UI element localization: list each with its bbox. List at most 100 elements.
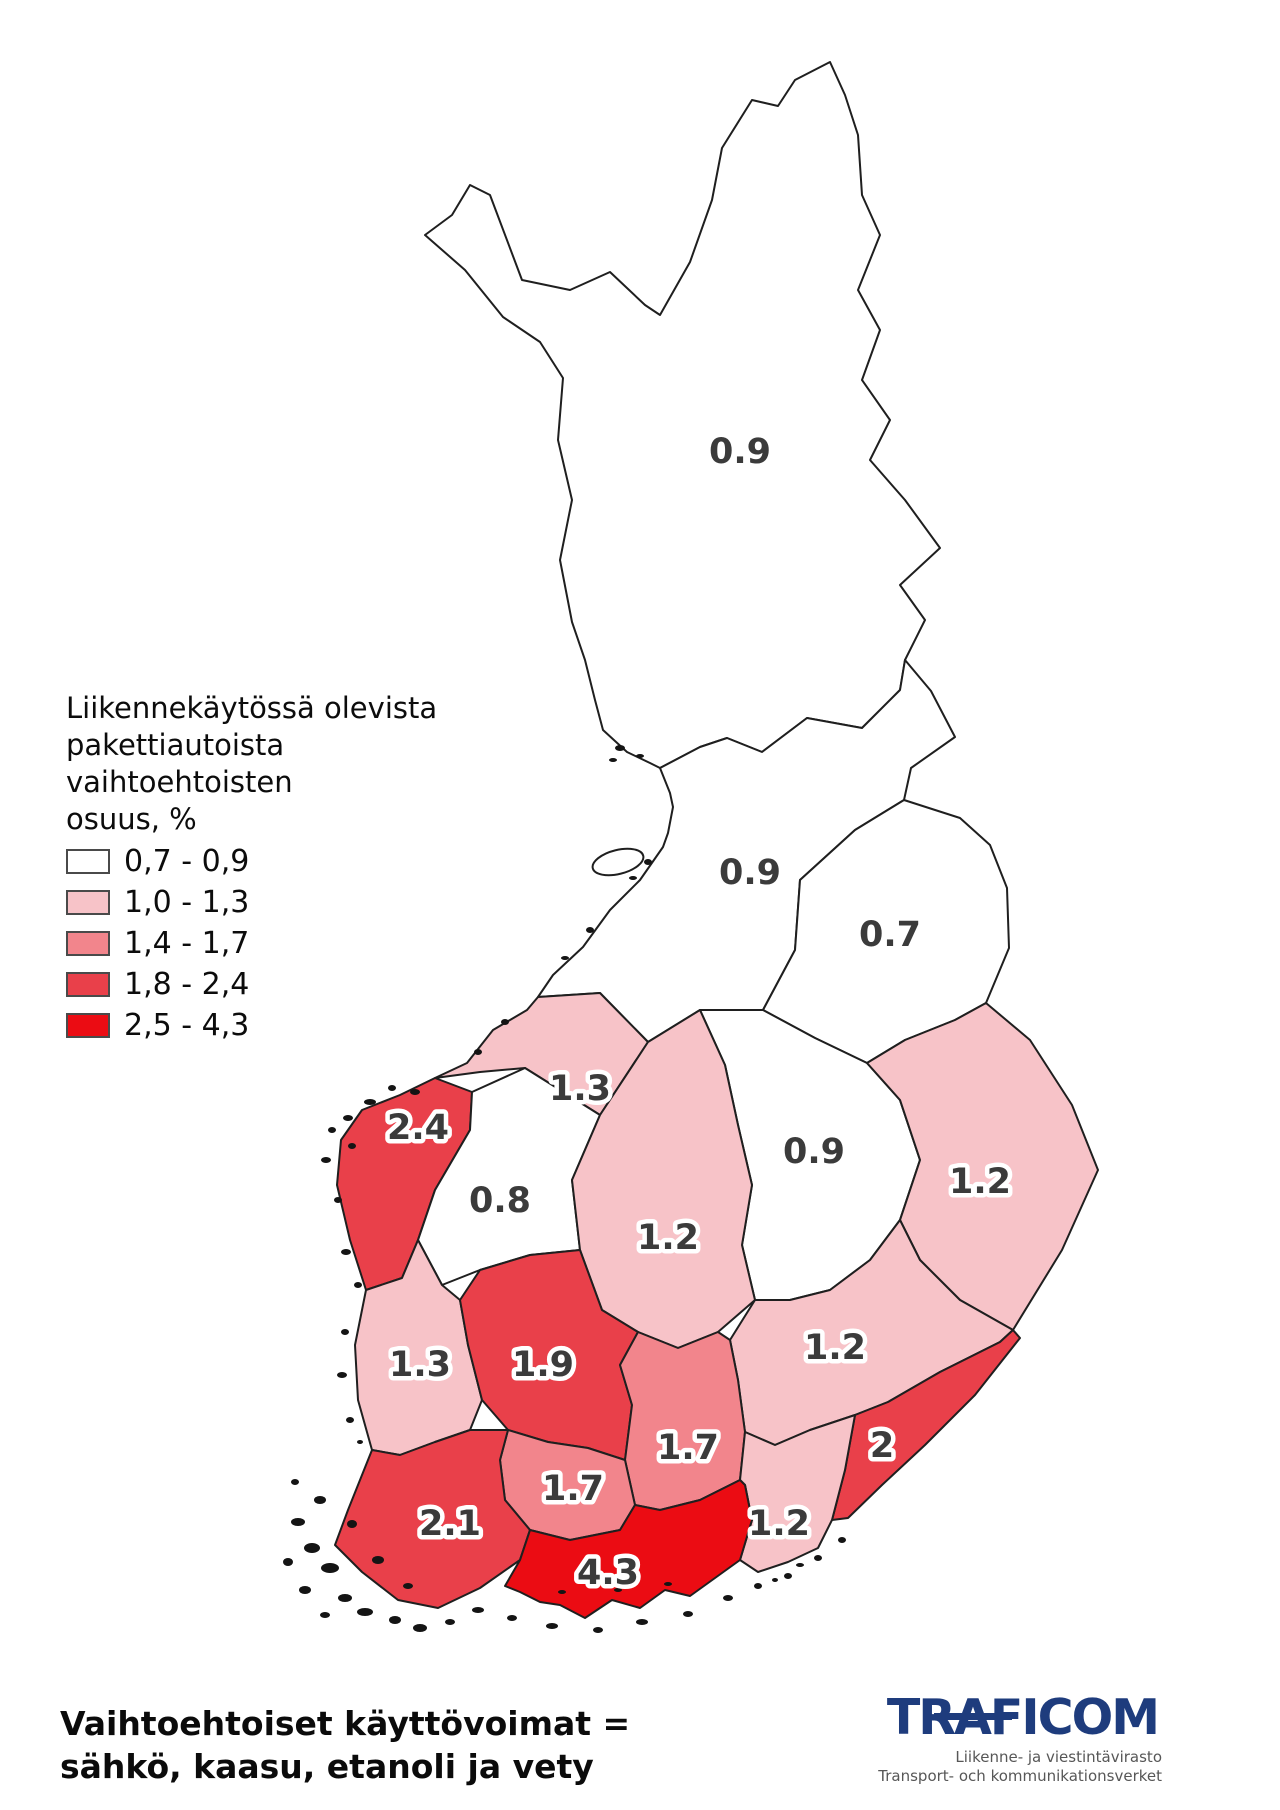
archipelago-speck — [593, 1627, 603, 1633]
traficom-wordmark: TRAFICOM — [887, 1692, 1158, 1744]
archipelago-speck — [341, 1329, 349, 1335]
region-value-label-lappi: 0.9 — [709, 432, 771, 472]
legend-swatch-4 — [66, 1012, 110, 1038]
archipelago-speck — [561, 956, 569, 960]
archipelago-speck — [614, 1588, 622, 1592]
region-uusimaa — [504, 1479, 753, 1619]
traficom-wordmark-graphic: TRAFICOM — [887, 1689, 1160, 1746]
archipelago-speck — [320, 1612, 330, 1618]
archipelago-speck — [772, 1578, 778, 1582]
archipelago-speck — [472, 1607, 484, 1613]
legend-swatch-1 — [66, 889, 110, 915]
region-value-label-kanta-hame: 1.7 — [542, 1469, 604, 1509]
archipelago-speck — [754, 1583, 762, 1589]
region-value-label-keski-pohjanmaa: 1.3 — [549, 1069, 611, 1109]
archipelago-speck — [321, 1157, 331, 1163]
archipelago-speck — [357, 1608, 373, 1616]
legend-range-label-4: 2,5 - 4,3 — [124, 1007, 250, 1043]
legend-title: Liikennekäytössä olevista pakettiautoist… — [66, 690, 486, 838]
legend-range-label-3: 1,8 - 2,4 — [124, 966, 250, 1002]
logo-strike-bar — [934, 1713, 1012, 1720]
region-value-label-pohjois-karjala: 1.2 — [949, 1162, 1011, 1202]
archipelago-speck — [341, 1249, 351, 1255]
legend-range-label-0: 0,7 - 0,9 — [124, 843, 250, 879]
archipelago-speck — [796, 1563, 804, 1567]
archipelago-speck — [636, 1619, 648, 1625]
archipelago-speck — [636, 754, 644, 758]
logo-tagline-sv: Transport- och kommunikationsverket — [878, 1767, 1162, 1785]
region-value-label-pohjois-pohjanmaa: 0.9 — [719, 853, 781, 893]
legend-swatch-0 — [66, 848, 110, 874]
archipelago-speck — [644, 859, 652, 865]
archipelago-speck — [609, 758, 617, 762]
region-value-label-etela-savo: 1.2 — [804, 1328, 866, 1368]
region-value-label-etela-pohjanmaa: 0.8 — [469, 1181, 531, 1221]
archipelago-speck — [334, 1197, 342, 1203]
archipelago-speck — [389, 1616, 401, 1624]
archipelago-speck — [328, 1127, 336, 1133]
archipelago-speck — [299, 1586, 311, 1594]
archipelago-speck — [372, 1556, 384, 1564]
archipelago-speck — [723, 1595, 733, 1601]
legend-title-line1: Liikennekäytössä olevista — [66, 691, 438, 725]
archipelago-speck — [388, 1085, 396, 1091]
archipelago-speck — [283, 1558, 293, 1566]
archipelago-speck — [314, 1496, 326, 1504]
archipelago-speck — [586, 927, 594, 933]
archipelago-speck — [683, 1611, 693, 1617]
region-value-label-satakunta: 1.3 — [389, 1345, 451, 1385]
archipelago-speck — [291, 1479, 299, 1485]
archipelago-speck — [814, 1555, 822, 1561]
region-lappi — [424, 61, 941, 769]
region-value-label-pohjois-savo: 0.9 — [783, 1132, 845, 1172]
archipelago-speck — [364, 1099, 376, 1105]
archipelago-speck — [321, 1563, 339, 1573]
archipelago-speck — [354, 1282, 362, 1288]
archipelago-speck — [629, 876, 637, 880]
archipelago-speck — [343, 1115, 353, 1121]
coastal-islands — [283, 745, 846, 1633]
legend-item-2: 1,4 - 1,7 — [66, 926, 486, 961]
legend-item-4: 2,5 - 4,3 — [66, 1008, 486, 1043]
archipelago-speck — [507, 1615, 517, 1621]
traficom-logo: TRAFICOM Liikenne- ja viestintävirasto T… — [842, 1689, 1162, 1786]
region-paijat-hame — [619, 1331, 746, 1511]
region-value-label-uusimaa: 4.3 — [577, 1553, 639, 1593]
archipelago-speck — [838, 1537, 846, 1543]
footnote-line1: Vaihtoehtoiset käyttövoimat = — [60, 1704, 631, 1743]
archipelago-speck — [304, 1543, 320, 1553]
legend-item-0: 0,7 - 0,9 — [66, 844, 486, 879]
region-value-label-pirkanmaa: 1.9 — [512, 1345, 574, 1385]
region-value-label-etela-karjala: 2 — [870, 1426, 894, 1466]
region-pohjois-karjala — [866, 1002, 1099, 1331]
archipelago-speck — [615, 745, 625, 751]
archipelago-speck — [664, 1582, 672, 1586]
legend-item-1: 1,0 - 1,3 — [66, 885, 486, 920]
archipelago-speck — [403, 1583, 413, 1589]
region-value-label-kymenlaakso: 1.2 — [748, 1504, 810, 1544]
map-regions — [334, 61, 1099, 1619]
legend-item-3: 1,8 - 2,4 — [66, 967, 486, 1002]
archipelago-speck — [474, 1049, 482, 1055]
archipelago-speck — [347, 1520, 357, 1528]
legend-swatch-2 — [66, 930, 110, 956]
archipelago-speck — [558, 1590, 566, 1594]
island-hailuoto — [591, 847, 645, 877]
region-value-label-pohjanmaa: 2.4 — [387, 1108, 449, 1148]
legend-range-label-1: 1,0 - 1,3 — [124, 884, 250, 920]
archipelago-speck — [546, 1623, 558, 1629]
archipelago-speck — [357, 1440, 363, 1444]
legend-swatch-3 — [66, 971, 110, 997]
region-value-label-kainuu: 0.7 — [859, 915, 921, 955]
legend: Liikennekäytössä olevista pakettiautoist… — [66, 690, 486, 1052]
archipelago-speck — [410, 1089, 420, 1095]
archipelago-speck — [784, 1573, 792, 1579]
region-value-label-paijat-hame: 1.7 — [657, 1428, 719, 1468]
legend-range-label-2: 1,4 - 1,7 — [124, 925, 250, 961]
footnote: Vaihtoehtoiset käyttövoimat = sähkö, kaa… — [60, 1702, 630, 1788]
archipelago-speck — [348, 1143, 356, 1149]
logo-tagline-fi: Liikenne- ja viestintävirasto — [955, 1748, 1162, 1766]
archipelago-speck — [445, 1619, 455, 1625]
archipelago-speck — [338, 1594, 352, 1602]
